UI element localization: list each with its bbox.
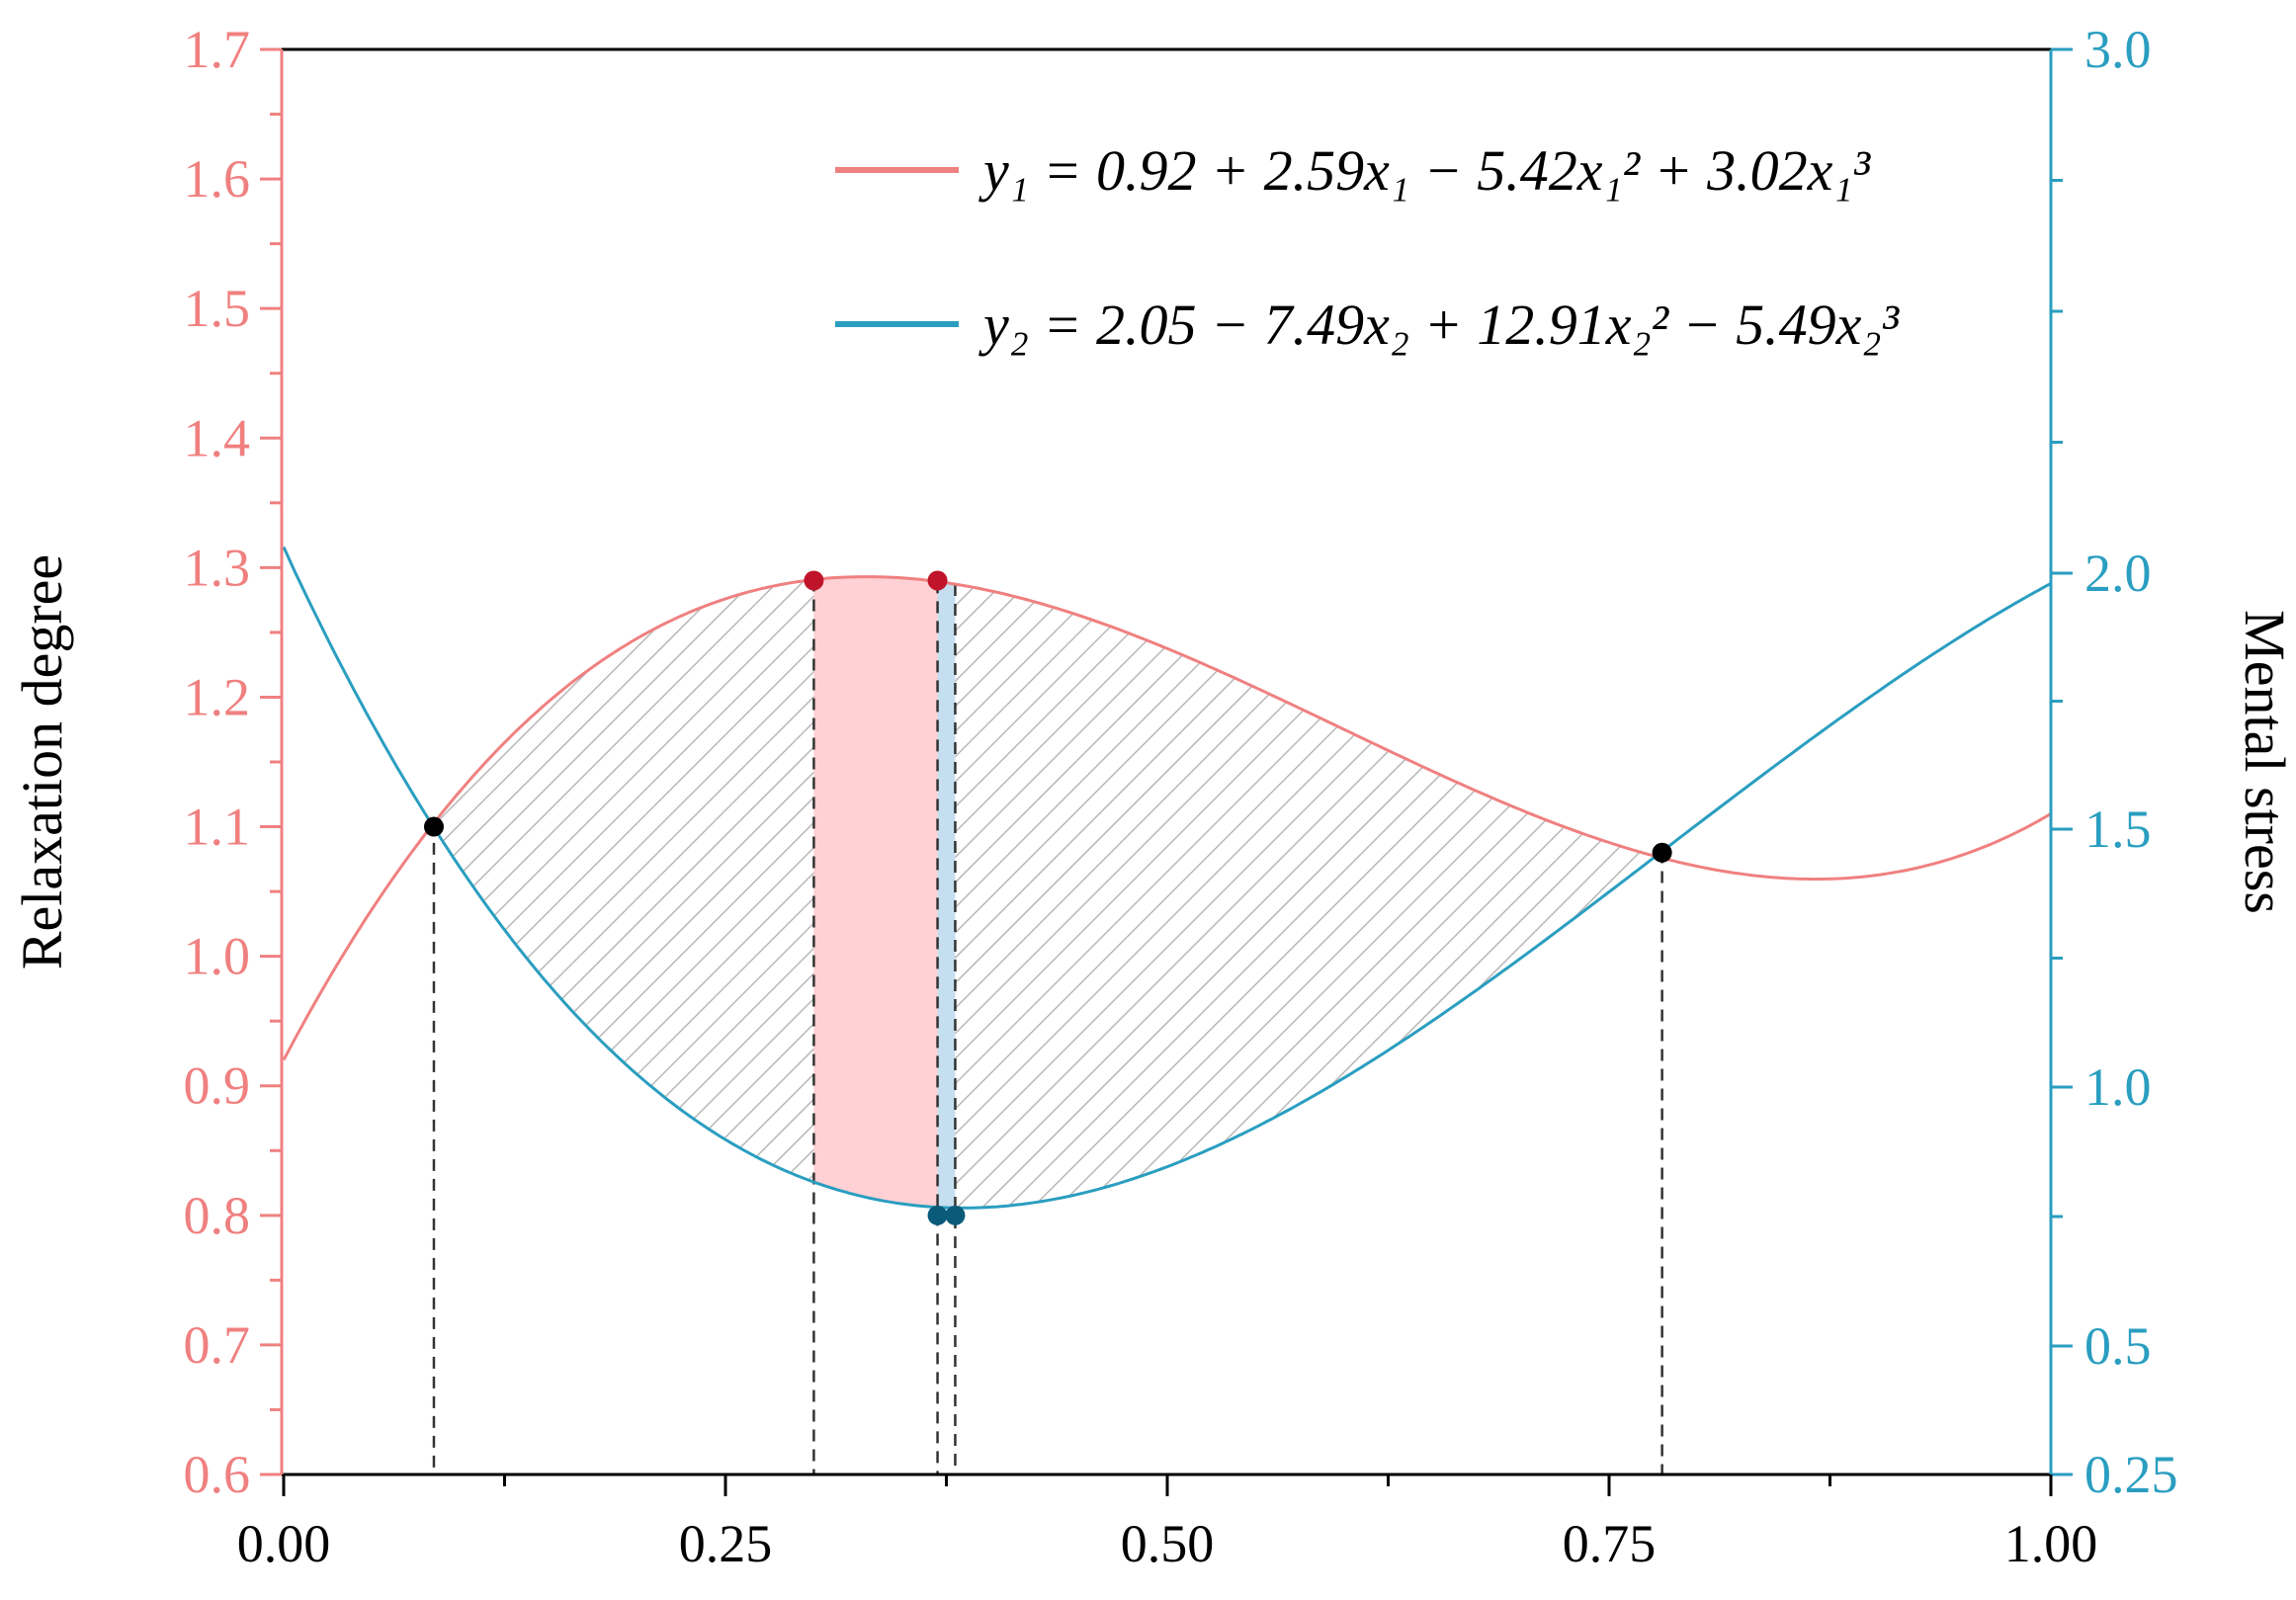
x-tick-label-1: 0.25 bbox=[679, 1514, 773, 1573]
y-left-tick-label-1: 0.7 bbox=[184, 1315, 251, 1375]
y-left-tick-label-9: 1.5 bbox=[184, 279, 251, 338]
y-left-tick-label-0: 0.6 bbox=[184, 1445, 251, 1504]
x-tick-label-0: 0.00 bbox=[237, 1514, 331, 1573]
tick-labels: 0.6 0.7 0.8 0.9 1.0 1.1 1.2 1.3 1.4 1.5 1.6 1.7 0.25… bbox=[184, 20, 2178, 1573]
y-right-tick-label-3: 1.5 bbox=[2084, 800, 2152, 859]
legend-label-y2: y₂ = 2.05 − 7.49x₂ + 12.91x₂² − 5.49x₂³ bbox=[978, 293, 1901, 357]
legend: y₁ = 0.92 + 2.59x₁ − 5.42x₁² + 3.02x₁³ y… bbox=[835, 138, 1901, 357]
y-right-tick-label-1: 0.5 bbox=[2084, 1316, 2152, 1376]
marked-points bbox=[423, 570, 1672, 1225]
y-left-tick-label-11: 1.7 bbox=[184, 20, 251, 79]
y-left-tick-label-8: 1.4 bbox=[184, 408, 251, 467]
y-left-tick-label-6: 1.2 bbox=[184, 667, 251, 726]
y-left-axis-title: Relaxation degree bbox=[10, 554, 74, 969]
vertical-dashed-lines bbox=[432, 579, 1663, 1474]
marked-point-5 bbox=[945, 1205, 966, 1225]
x-tick-label-2: 0.50 bbox=[1121, 1514, 1215, 1573]
marked-point-0 bbox=[423, 816, 444, 837]
marked-point-2 bbox=[804, 570, 824, 591]
y-left-tick-label-2: 0.8 bbox=[184, 1186, 251, 1245]
series-lines bbox=[282, 546, 2051, 1210]
y-left-tick-label-10: 1.6 bbox=[184, 149, 251, 209]
marked-point-3 bbox=[927, 570, 948, 591]
series-line-1 bbox=[282, 575, 2051, 1061]
y-right-tick-label-4: 2.0 bbox=[2084, 544, 2152, 603]
y-right-tick-label-2: 1.0 bbox=[2084, 1057, 2152, 1117]
shaded-region-0 bbox=[434, 576, 1662, 1209]
y-left-tick-label-5: 1.1 bbox=[184, 798, 251, 857]
shaded-region-2 bbox=[937, 581, 956, 1209]
x-tick-label-3: 0.75 bbox=[1563, 1514, 1657, 1573]
x-tick-label-4: 1.00 bbox=[2004, 1514, 2098, 1573]
shaded-regions bbox=[434, 576, 1662, 1209]
y-right-axis-title: Mental stress bbox=[2233, 610, 2296, 914]
marked-point-4 bbox=[927, 1205, 948, 1225]
y-left-tick-label-4: 1.0 bbox=[184, 927, 251, 986]
axes bbox=[260, 47, 2073, 1496]
legend-label-y1: y₁ = 0.92 + 2.59x₁ − 5.42x₁² + 3.02x₁³ bbox=[978, 138, 1872, 203]
y-right-tick-label-0: 0.25 bbox=[2084, 1445, 2178, 1504]
y-right-tick-label-5: 3.0 bbox=[2084, 20, 2152, 79]
shaded-region-1 bbox=[813, 576, 938, 1208]
series-line-2 bbox=[282, 546, 2051, 1210]
marked-point-1 bbox=[1652, 842, 1672, 863]
y-left-tick-label-7: 1.3 bbox=[184, 538, 251, 597]
y-left-tick-label-3: 0.9 bbox=[184, 1056, 251, 1116]
